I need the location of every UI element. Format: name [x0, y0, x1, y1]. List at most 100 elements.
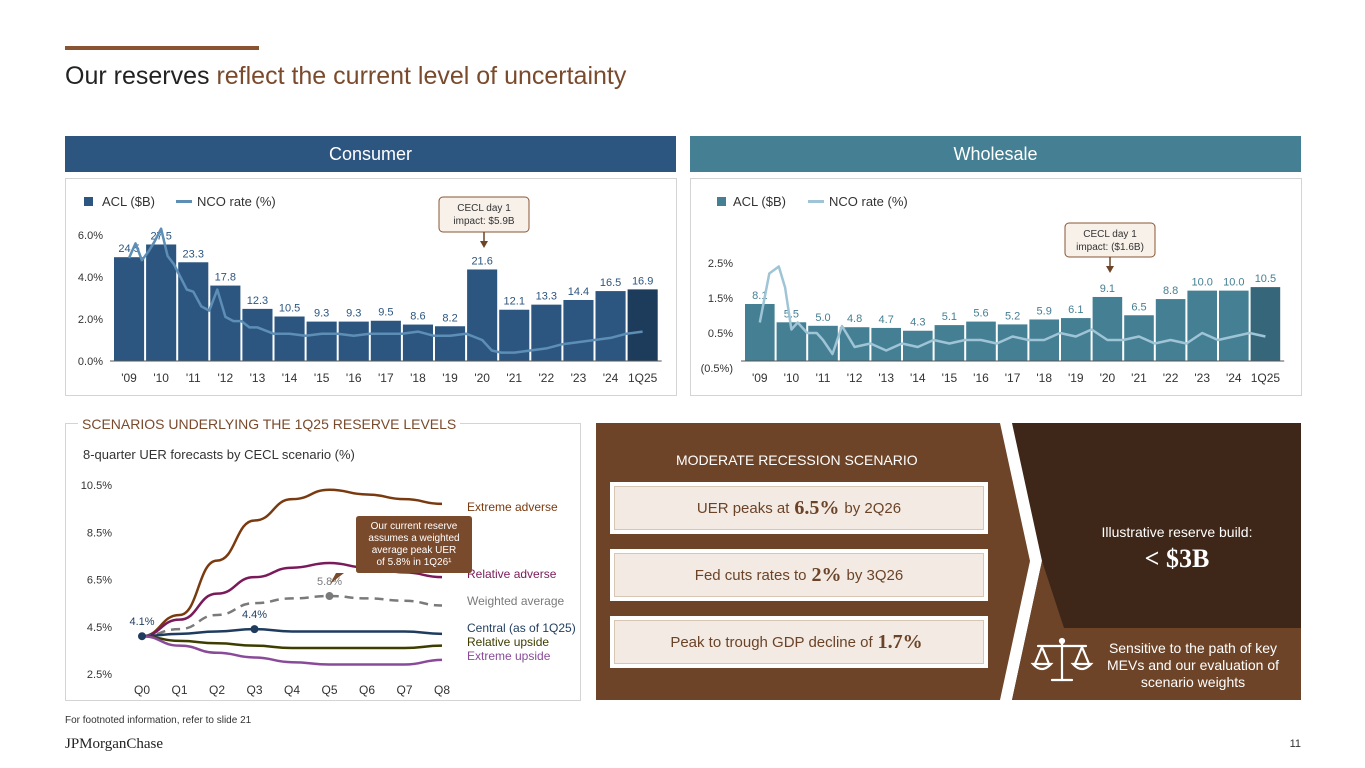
- acl-bar: [146, 244, 177, 361]
- acl-data-label: 5.1: [942, 311, 957, 323]
- acl-data-label: 12.1: [504, 296, 525, 308]
- acl-data-label: 16.5: [600, 277, 621, 289]
- x-tick-label: '18: [1036, 371, 1052, 385]
- acl-bar: [1061, 318, 1091, 361]
- fed-rates-text: Fed cuts rates to: [694, 566, 807, 584]
- x-tick-label: '22: [539, 371, 555, 385]
- scenario-label: Extreme adverse: [467, 500, 558, 514]
- scenario-label: Weighted average: [467, 594, 565, 608]
- x-tick-label: '13: [878, 371, 894, 385]
- acl-data-label: 9.3: [314, 308, 329, 320]
- x-tick-label: Q0: [134, 683, 150, 697]
- acl-data-label: 14.4: [568, 286, 589, 298]
- x-tick-label: '20: [1100, 371, 1116, 385]
- acl-data-label: 10.5: [279, 303, 300, 315]
- reserve-callout-line: of 5.8% in 1Q26¹: [376, 557, 452, 568]
- acl-bar: [808, 325, 838, 361]
- uer-forecast-chart: 8-quarter UER forecasts by CECL scenario…: [81, 447, 576, 697]
- acl-data-label: 21.6: [471, 255, 492, 267]
- x-tick-label: '20: [474, 371, 490, 385]
- acl-data-label: 10.0: [1191, 277, 1212, 289]
- x-tick-label: '13: [250, 371, 266, 385]
- reserve-callout-line: Our current reserve: [371, 521, 458, 532]
- x-tick-label: '21: [506, 371, 522, 385]
- legend-acl-swatch: [84, 197, 93, 206]
- annotation-marker: [250, 625, 259, 634]
- acl-bar: [274, 316, 305, 361]
- annotation-marker: [325, 592, 334, 601]
- jpmorganchase-logo: JPMorganChase: [65, 736, 164, 752]
- acl-bar: [338, 321, 369, 361]
- x-tick-label: '18: [410, 371, 426, 385]
- acl-bar: [563, 299, 594, 361]
- reserve-callout-line: assumes a weighted: [368, 533, 459, 544]
- scenario-label: Relative adverse: [467, 567, 557, 581]
- acl-data-label: 6.1: [1068, 304, 1083, 316]
- acl-data-label: 5.5: [784, 308, 799, 320]
- acl-bar: [1219, 290, 1249, 361]
- page-number: 11: [1289, 738, 1301, 750]
- acl-data-label: 16.9: [632, 275, 653, 287]
- annotation-marker: [138, 632, 146, 641]
- illustrative-reserve-value: < $3B: [1144, 544, 1210, 573]
- acl-bar: [871, 327, 901, 361]
- x-tick-label: '09: [752, 371, 768, 385]
- scenarios-panel: 8-quarter UER forecasts by CECL scenario…: [65, 423, 581, 701]
- wholesale-header: Wholesale: [690, 136, 1301, 172]
- cecl-callout-line2: impact: ($1.6B): [1076, 242, 1144, 253]
- acl-bar: [997, 324, 1028, 361]
- x-tick-label: '24: [1226, 371, 1242, 385]
- acl-bar: [435, 326, 466, 361]
- scenario-label: Extreme upside: [467, 649, 551, 663]
- acl-data-label: 6.5: [1131, 301, 1146, 313]
- x-tick-label: '10: [153, 371, 169, 385]
- page-title: Our reserves reflect the current level o…: [65, 62, 627, 90]
- uer-peak-value: 6.5%: [794, 496, 840, 519]
- x-tick-label: '14: [282, 371, 298, 385]
- illustrative-reserve-label: Illustrative reserve build:: [1101, 524, 1253, 540]
- title-accent-bar: [65, 46, 259, 50]
- acl-data-label: 4.7: [879, 314, 894, 326]
- x-tick-label: Q5: [321, 683, 337, 697]
- legend-acl-label: ACL ($B): [102, 194, 155, 209]
- acl-data-label: 13.3: [536, 291, 557, 303]
- x-tick-label: '16: [346, 371, 362, 385]
- x-tick-label: '17: [378, 371, 394, 385]
- fed-rates-date: by 3Q26: [846, 566, 904, 584]
- footnote: For footnoted information, refer to slid…: [65, 715, 252, 726]
- acl-data-label: 23.3: [183, 248, 204, 260]
- legend-nco-label: NCO rate (%): [829, 194, 908, 209]
- nco-rate-line: [758, 265, 1266, 356]
- acl-bar: [1187, 290, 1217, 361]
- scenario-line: [141, 627, 443, 638]
- acl-bar: [1092, 296, 1123, 361]
- acl-data-label: 8.8: [1163, 285, 1178, 297]
- scenario-line: [141, 634, 443, 650]
- x-tick-label: '19: [442, 371, 458, 385]
- x-tick-label: '12: [847, 371, 863, 385]
- acl-data-label: 4.3: [910, 317, 925, 329]
- x-tick-label: '15: [314, 371, 330, 385]
- acl-bar: [402, 324, 433, 361]
- cecl-callout: CECL day 1 impact: ($1.6B): [1064, 222, 1156, 273]
- x-tick-label: Q6: [359, 683, 375, 697]
- scenario-line: [141, 594, 443, 638]
- gdp-decline-text: Peak to trough GDP decline of: [670, 633, 873, 651]
- y-tick-label: 6.5%: [87, 575, 112, 587]
- legend-nco-swatch: [808, 200, 824, 203]
- y-tick-label: 6.0%: [78, 230, 103, 242]
- fed-rates-box: Fed cuts rates to 2% by 3Q26: [610, 549, 988, 601]
- gdp-decline-box: Peak to trough GDP decline of 1.7%: [610, 616, 988, 668]
- cecl-callout-line2: impact: $5.9B: [453, 216, 514, 227]
- y-tick-label: 10.5%: [81, 480, 112, 492]
- x-tick-label: Q4: [284, 683, 300, 697]
- uer-peak-date: by 2Q26: [844, 499, 902, 517]
- acl-bar: [114, 257, 145, 361]
- cecl-callout-line1: CECL day 1: [457, 203, 511, 214]
- acl-data-label: 4.8: [847, 313, 862, 325]
- acl-bar: [1250, 287, 1281, 361]
- x-tick-label: '21: [1131, 371, 1147, 385]
- annotation-label: 4.1%: [129, 616, 154, 628]
- acl-data-label: 5.9: [1037, 305, 1052, 317]
- nco-rate-line: [127, 227, 643, 354]
